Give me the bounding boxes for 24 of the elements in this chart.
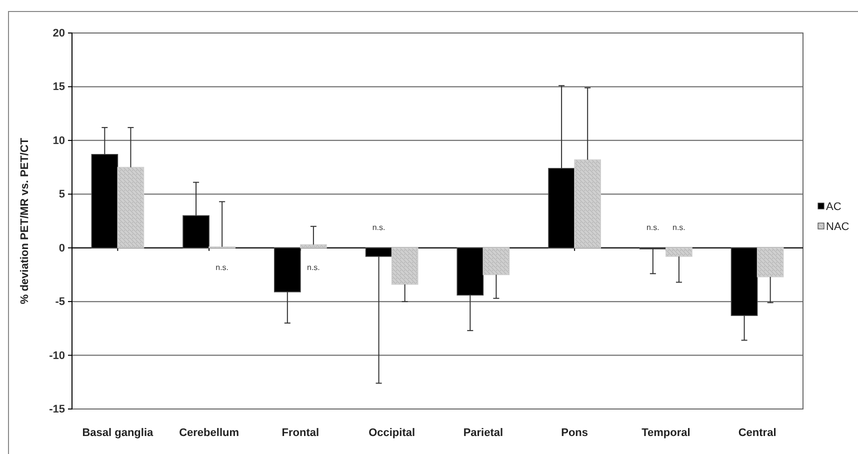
x-tick-label: Basal ganglia	[82, 427, 154, 439]
x-tick-label: Occipital	[368, 427, 416, 439]
x-tick-label: Temporal	[642, 427, 690, 439]
legend-label: AC	[826, 200, 842, 213]
x-tick-label: Parietal	[463, 427, 504, 439]
x-tick-label: Frontal	[282, 427, 320, 439]
y-tick-label: 0	[58, 242, 65, 254]
y-tick-label: 5	[58, 188, 65, 201]
y-tick-label: -10	[49, 350, 65, 362]
x-tick-label: Central	[738, 427, 776, 439]
y-axis-title: % deviation PET/MR vs. PET/CT	[19, 138, 31, 304]
x-tick-label: Cerebellum	[179, 427, 240, 439]
annotation: n.s.	[372, 222, 386, 232]
y-tick-label: 10	[52, 134, 65, 147]
y-tick-label: -5	[55, 296, 65, 308]
annotation: n.s.	[646, 222, 660, 232]
y-tick-label: 15	[52, 81, 65, 94]
annotation: n.s.	[216, 262, 229, 272]
x-tick-label: Pons	[561, 427, 588, 439]
legend-label: NAC	[826, 220, 850, 233]
annotation: n.s.	[307, 262, 320, 272]
y-tick-label: 20	[52, 28, 65, 40]
y-tick-label: -15	[49, 404, 65, 416]
annotation: n.s.	[672, 222, 686, 232]
